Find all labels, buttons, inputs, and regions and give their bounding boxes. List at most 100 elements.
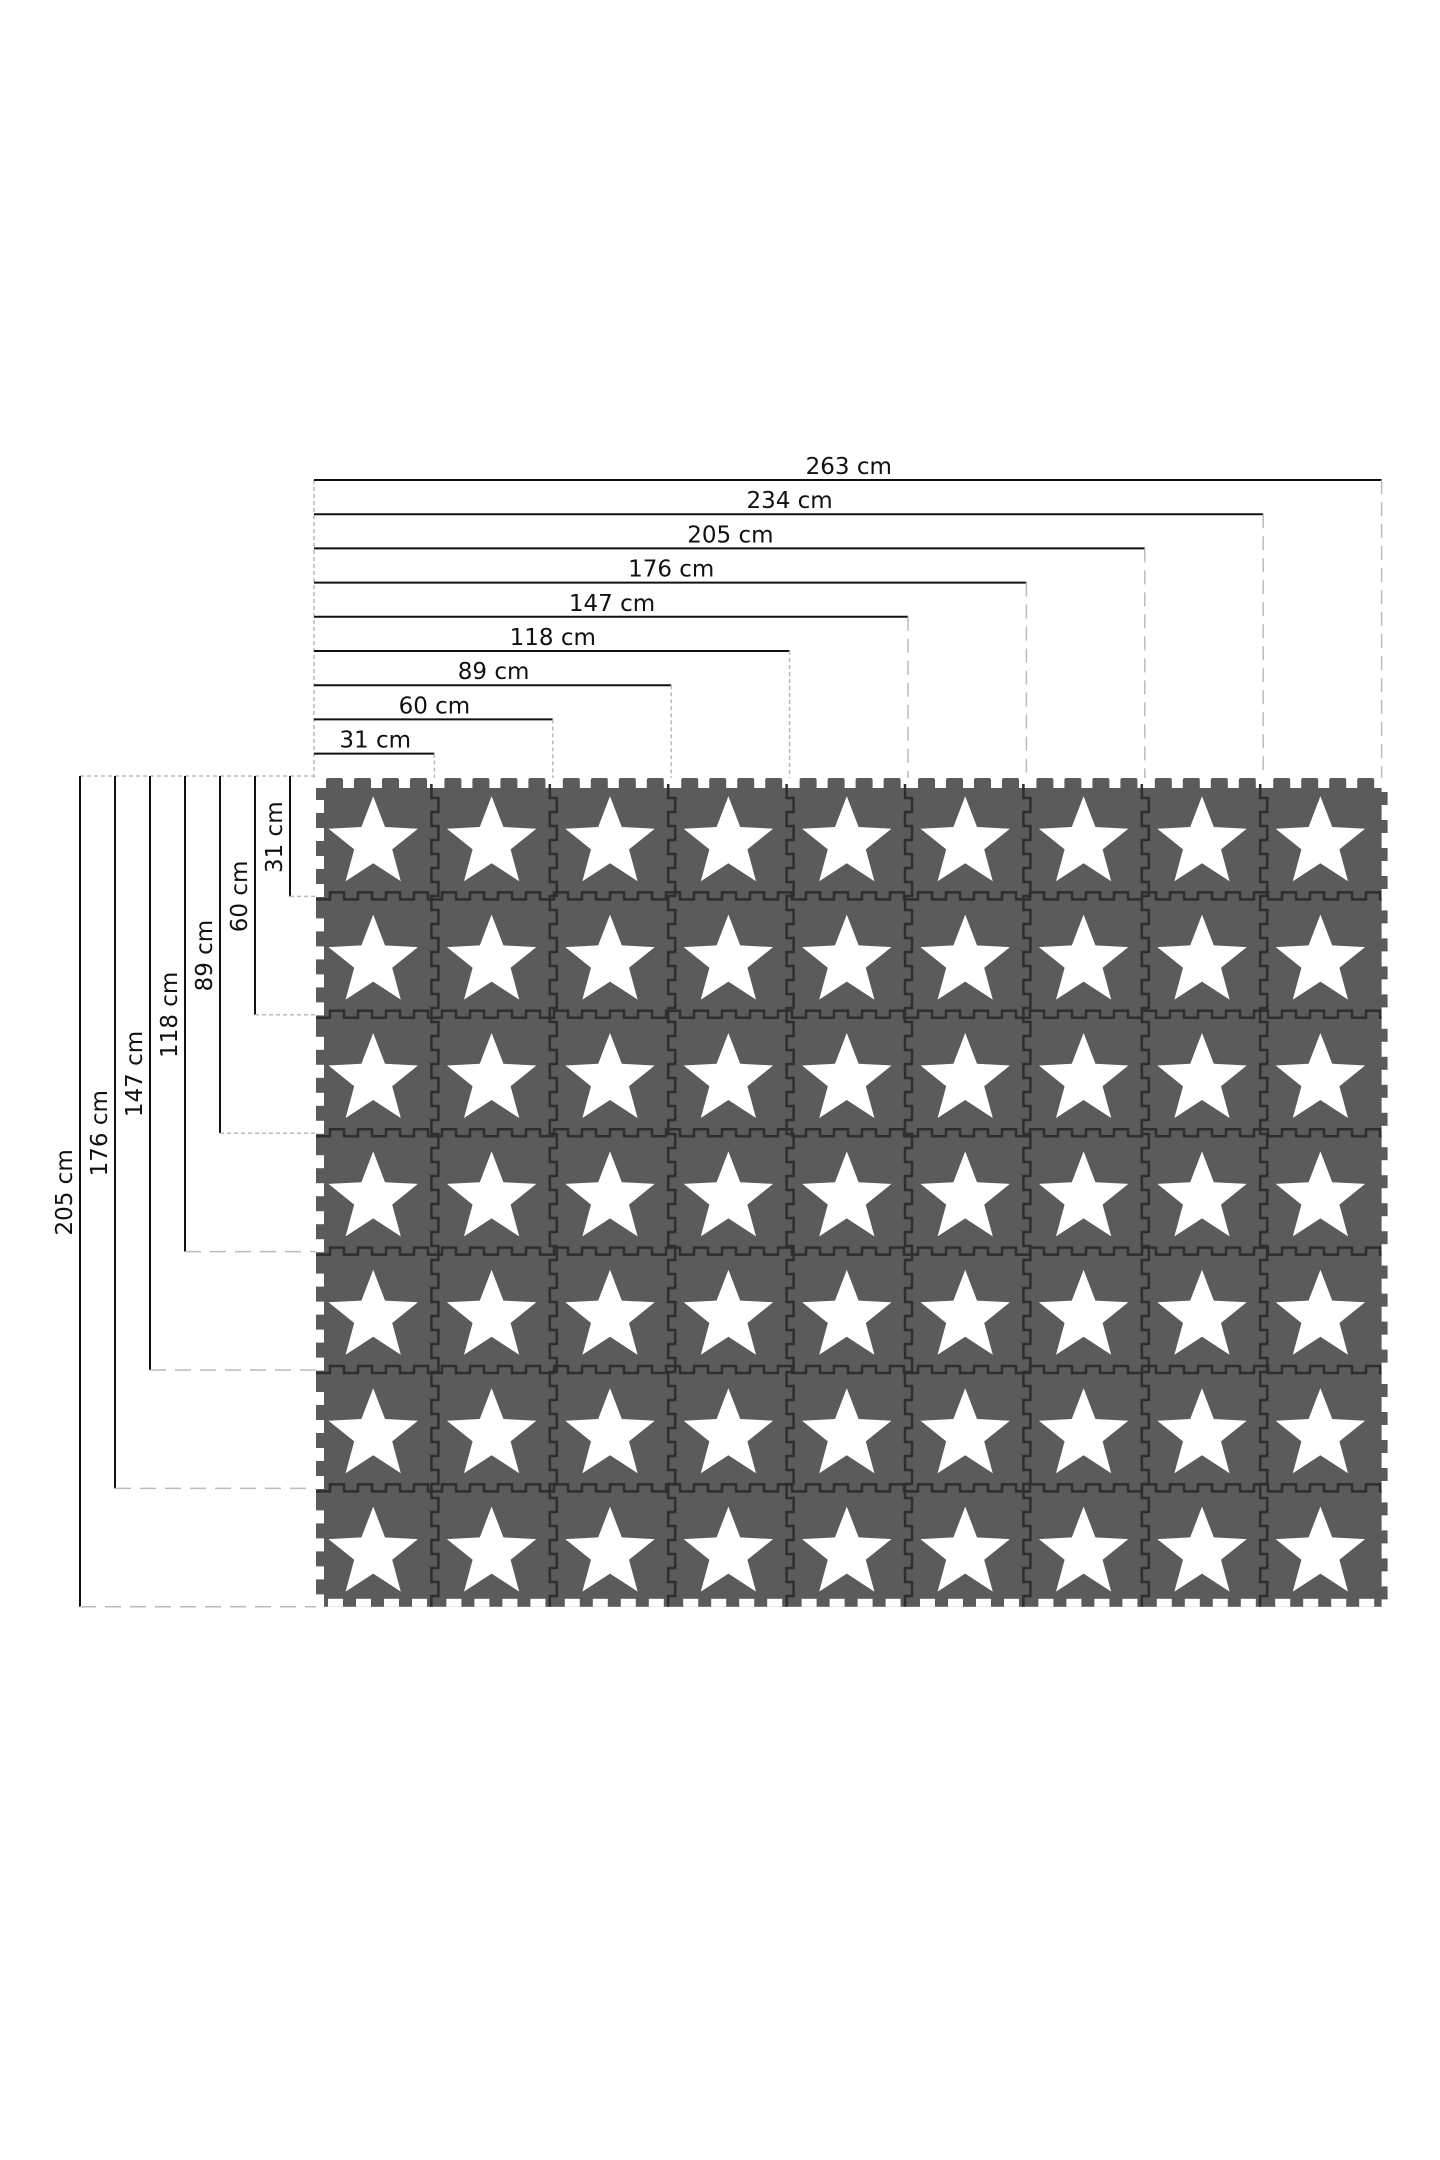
star-icon <box>565 1033 655 1118</box>
width-label: 263 cm <box>806 454 892 480</box>
edge-tab <box>765 778 783 790</box>
edge-tab <box>709 778 727 790</box>
star-icon <box>1038 914 1129 1000</box>
edge-tab <box>1379 1530 1388 1544</box>
height-label: 60 cm <box>227 861 253 933</box>
star-icon <box>446 1388 537 1474</box>
star-icon <box>1157 914 1247 1000</box>
edge-notch <box>316 1476 324 1489</box>
edge-tab <box>946 778 963 790</box>
star-icon <box>1275 796 1366 882</box>
edge-notch <box>502 1598 518 1607</box>
star-icon <box>446 914 537 1000</box>
edge-tab <box>1379 1321 1388 1335</box>
edge-notch <box>356 1598 371 1607</box>
edge-tab <box>827 778 845 790</box>
edge-notch <box>1156 1598 1172 1607</box>
edge-tab <box>1329 778 1347 790</box>
tile-seam <box>548 784 559 1607</box>
edge-tab <box>1273 778 1291 790</box>
edge-tab <box>1238 778 1256 790</box>
edge-tab <box>1379 1203 1388 1217</box>
star-icon <box>565 1388 655 1474</box>
star-icon <box>328 1151 418 1237</box>
height-label: 118 cm <box>157 972 183 1058</box>
edge-tab <box>1379 1586 1388 1600</box>
edge-notch <box>1212 1598 1228 1607</box>
star-icon <box>1157 1033 1247 1118</box>
star-icon <box>1157 1269 1247 1355</box>
edge-notch <box>648 1598 664 1607</box>
star-icon <box>446 1151 537 1237</box>
edge-notch <box>474 1598 490 1607</box>
edge-tab <box>1379 820 1388 833</box>
tile-seam <box>316 1127 1382 1138</box>
edge-tab <box>1301 778 1319 790</box>
edge-notch <box>1066 1598 1082 1607</box>
edge-notch <box>316 1064 324 1078</box>
width-label: 89 cm <box>458 659 530 685</box>
edge-notch <box>316 946 324 960</box>
edge-tab <box>1357 778 1375 790</box>
star-icon <box>1275 914 1366 1000</box>
edge-tab <box>918 778 935 790</box>
star-icon <box>1275 1033 1366 1118</box>
tile-seam <box>430 784 440 1607</box>
tile-seam <box>1022 784 1032 1607</box>
edge-notch <box>1303 1598 1319 1607</box>
edge-tab <box>1210 778 1228 790</box>
star-icon <box>1038 1151 1129 1237</box>
edge-notch <box>316 1538 324 1552</box>
star-icon <box>1038 796 1129 882</box>
edge-notch <box>316 1239 324 1253</box>
star-icon <box>802 1269 892 1355</box>
edge-tab <box>1379 1384 1388 1397</box>
edge-tab <box>1379 1112 1388 1126</box>
star-icon <box>802 914 892 1000</box>
edge-tab <box>1379 1502 1388 1516</box>
edge-tab <box>1379 1558 1388 1572</box>
tile-seam <box>1140 784 1151 1607</box>
edge-notch <box>857 1598 873 1607</box>
edge-notch <box>316 1510 324 1524</box>
star-icon <box>802 1388 892 1474</box>
star-icon <box>565 914 655 1000</box>
edge-notch <box>316 1155 324 1169</box>
edge-notch <box>316 1329 324 1343</box>
tile-seam <box>1258 784 1269 1607</box>
width-label: 118 cm <box>510 625 596 651</box>
edge-tab <box>1092 778 1110 790</box>
edge-notch <box>446 1598 462 1607</box>
edge-notch <box>683 1598 699 1607</box>
edge-notch <box>316 1273 324 1287</box>
edge-tab <box>1379 1231 1388 1245</box>
height-label: 147 cm <box>122 1031 148 1117</box>
star-icon <box>802 796 892 882</box>
tile-seam <box>316 1364 1382 1375</box>
star-icon <box>328 914 418 1000</box>
edge-tab <box>1036 778 1054 790</box>
edge-notch <box>1331 1598 1347 1607</box>
star-icon <box>802 1151 892 1237</box>
edge-tab <box>562 778 580 790</box>
star-icon <box>1038 1506 1129 1592</box>
star-icon <box>920 796 1010 882</box>
star-icon <box>1038 1033 1129 1118</box>
height-label: 176 cm <box>87 1090 113 1176</box>
edge-tab <box>1379 1293 1388 1307</box>
edge-tab <box>1379 994 1388 1008</box>
star-icon <box>1157 1506 1247 1592</box>
edge-tab <box>1379 1056 1388 1070</box>
height-label: 205 cm <box>52 1149 78 1235</box>
star-icon <box>328 1506 418 1592</box>
edge-notch <box>316 1392 324 1405</box>
star-icon <box>683 1506 774 1592</box>
edge-notch <box>530 1598 546 1607</box>
edge-tab <box>1379 1175 1388 1189</box>
edge-notch <box>316 974 324 988</box>
width-label: 234 cm <box>746 488 832 514</box>
edge-tab <box>1379 966 1388 980</box>
star-icon <box>446 1506 537 1592</box>
star-icon <box>446 1269 537 1355</box>
